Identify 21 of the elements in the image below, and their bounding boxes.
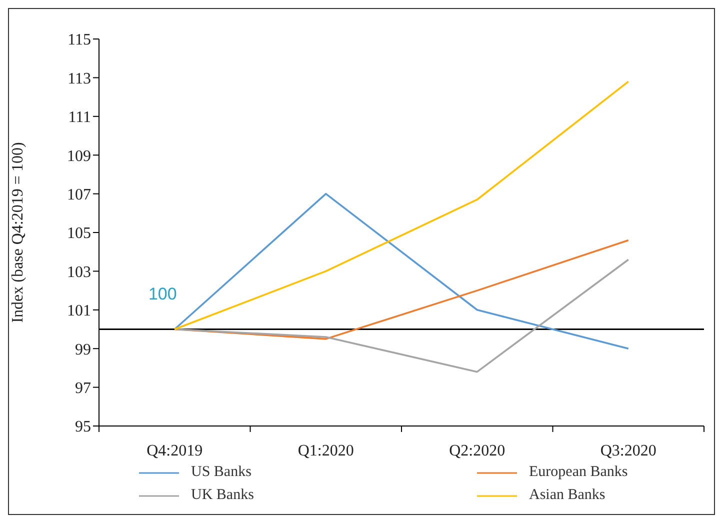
y-tick-label: 99 — [75, 341, 91, 358]
y-tick-label: 101 — [67, 302, 91, 320]
y-tick-label: 111 — [68, 109, 91, 126]
legend-label: Asian Banks — [529, 487, 606, 504]
y-tick-label: 107 — [67, 186, 91, 204]
y-tick-label: 115 — [68, 32, 91, 49]
x-tick-label: Q3:2020 — [600, 442, 656, 460]
annotation: 100 — [148, 284, 177, 304]
y-tick-label: 105 — [67, 225, 91, 242]
legend-label: UK Banks — [191, 487, 254, 504]
legend-label: European Banks — [529, 464, 629, 481]
y-tick-label: 103 — [67, 264, 91, 281]
legend-label: US Banks — [191, 464, 252, 481]
y-axis-title: Index (base Q4:2019 = 100) — [10, 142, 27, 323]
y-tick-label: 109 — [67, 148, 91, 165]
y-tick-label: 113 — [68, 70, 91, 88]
x-tick-label: Q1:2020 — [298, 442, 354, 460]
y-tick-label: 97 — [75, 380, 91, 397]
x-tick-label: Q2:2020 — [449, 442, 506, 460]
x-tick-label: Q4:2019 — [146, 442, 203, 460]
y-tick-label: 95 — [75, 418, 91, 436]
